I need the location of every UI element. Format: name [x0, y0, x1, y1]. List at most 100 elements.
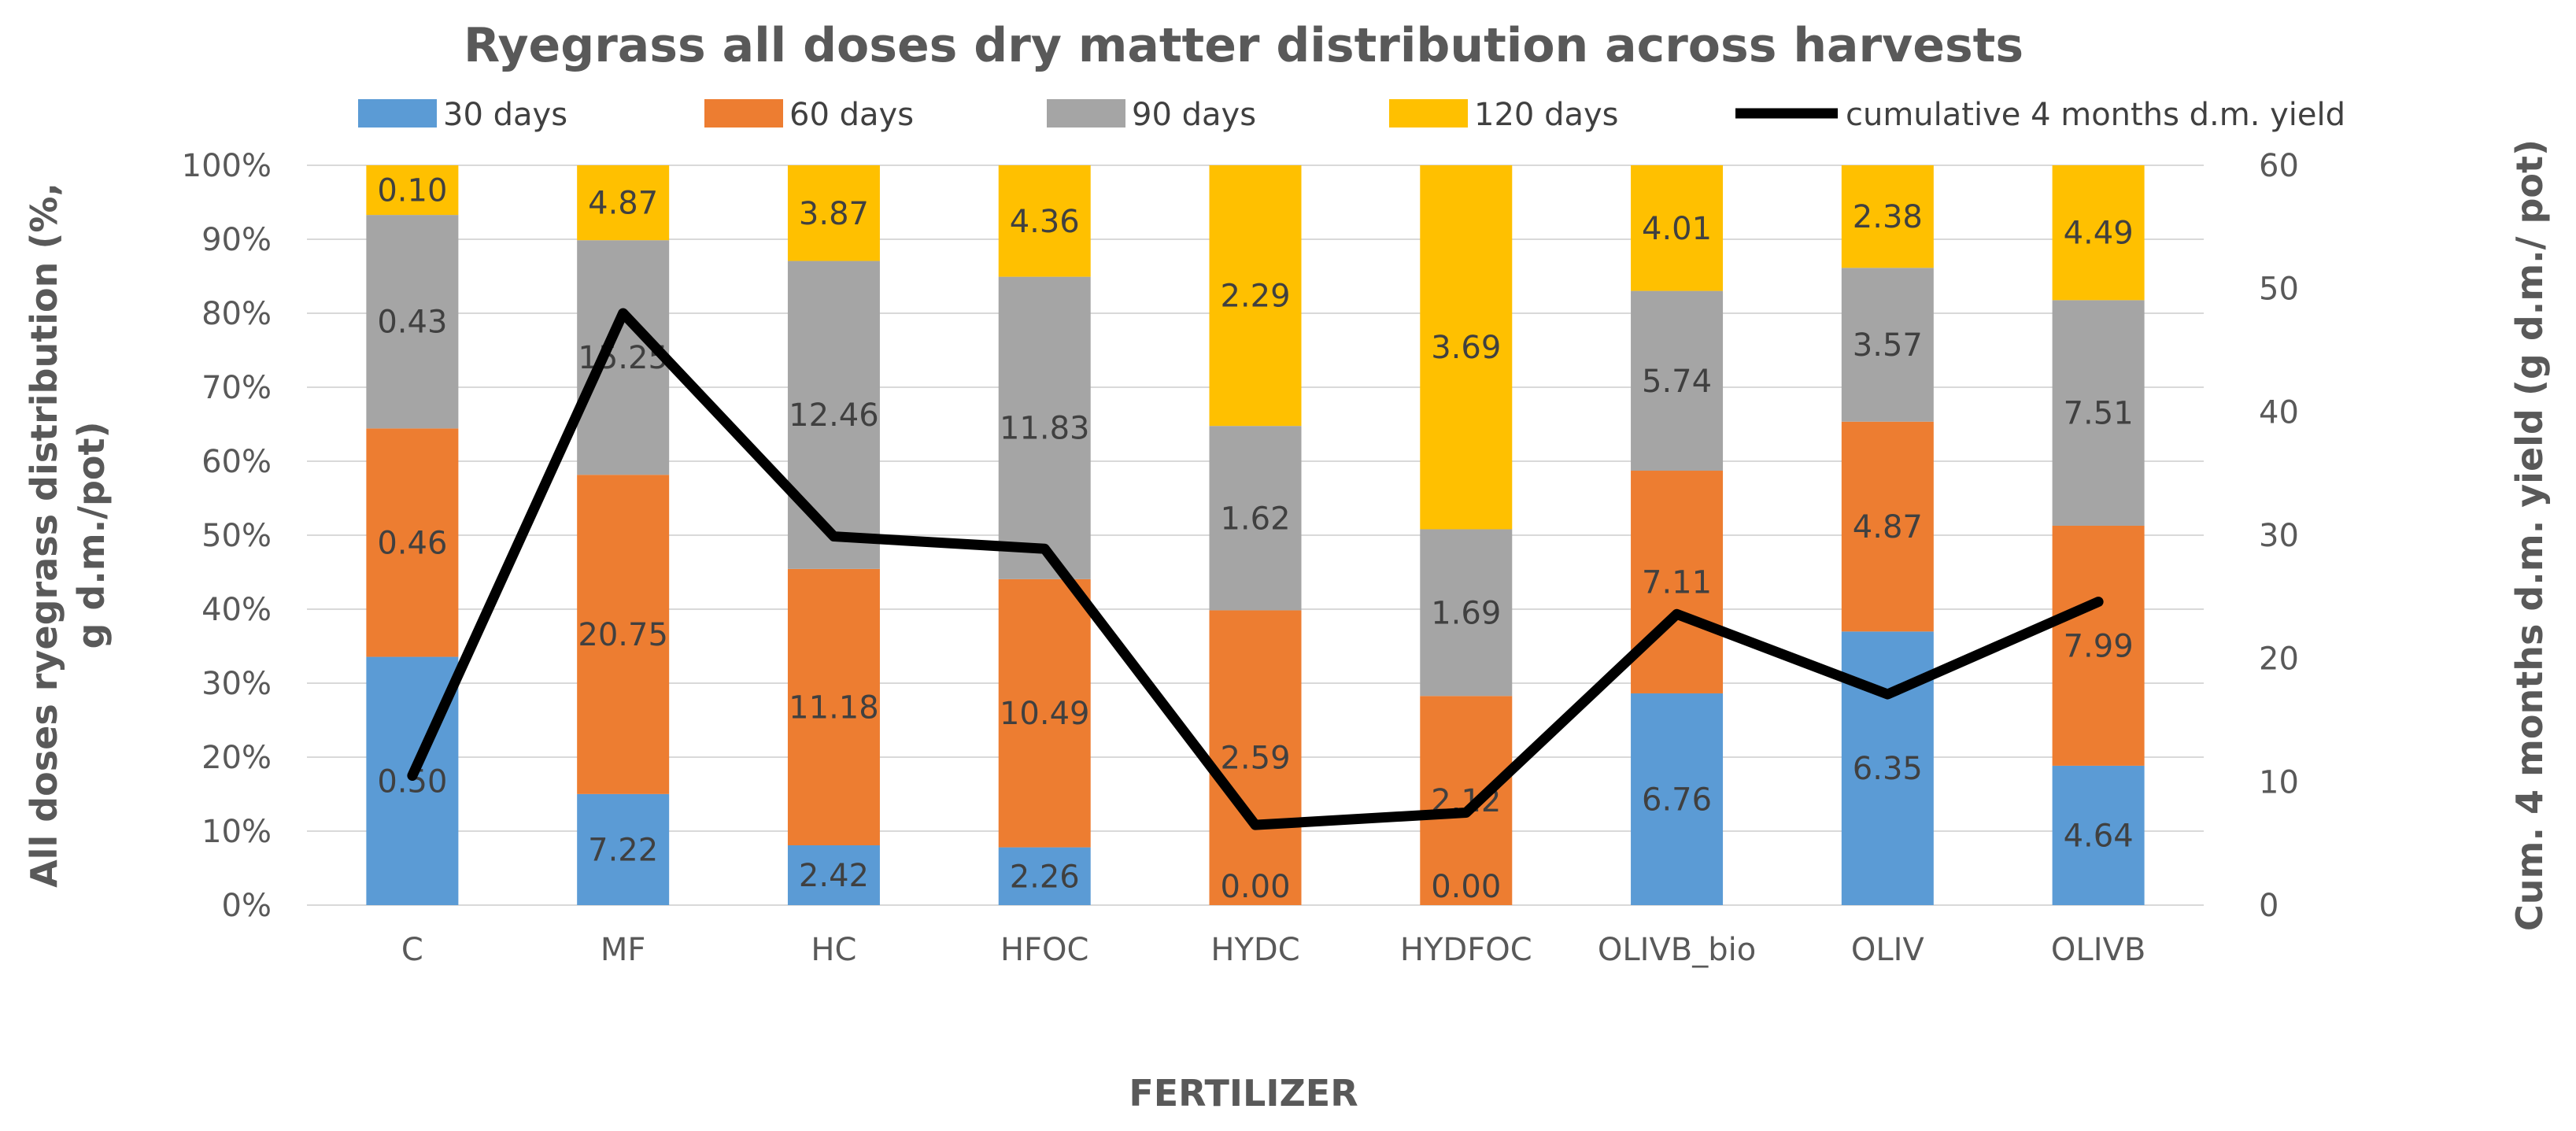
data-label: 3.69 [1431, 330, 1501, 366]
bar-segment-90-days-C [366, 215, 459, 429]
y2-tick-label: 20 [2259, 641, 2299, 678]
bar-segment-90-days-HFOC [998, 276, 1091, 579]
bar-segment-30-days-MF [577, 793, 670, 905]
bar-segment-120-days-HFOC [998, 165, 1091, 277]
y-tick-label: 50% [201, 518, 272, 554]
legend-label: 60 days [789, 97, 914, 133]
bar-segment-60-days-C [366, 428, 459, 657]
data-label: 2.38 [1853, 199, 1923, 235]
legend-swatch [1389, 99, 1468, 128]
data-label: 1.62 [1220, 501, 1290, 537]
data-label: 12.46 [789, 397, 879, 434]
x-tick-label: OLIVB_bio [1598, 932, 1756, 968]
data-label: 7.22 [588, 832, 658, 868]
y-tick-label: 10% [201, 814, 272, 850]
y-tick-label: 70% [201, 370, 272, 406]
y-tick-label: 40% [201, 592, 272, 628]
data-label: 2.42 [799, 858, 869, 894]
data-label: 4.49 [2064, 216, 2134, 252]
x-tick-label: HC [811, 932, 856, 968]
y2-tick-label: 50 [2259, 272, 2299, 308]
bar-segment-120-days-C [366, 165, 459, 216]
y2-axis-title: Cum. 4 months d.m. yield (g d.m./ pot) [2508, 139, 2551, 931]
data-label: 4.01 [1642, 211, 1712, 247]
data-label: 2.59 [1220, 741, 1290, 777]
y2-tick-label: 60 [2259, 148, 2299, 184]
bar-segment-120-days-OLIVB_bio [1631, 165, 1724, 291]
bar-segment-60-days-OLIV [1841, 421, 1934, 632]
bar-segment-60-days-MF [577, 475, 670, 794]
bar-segment-90-days-HYDC [1209, 426, 1302, 611]
y-axis-title-line1: All doses ryegrass distribution (%, [23, 183, 65, 888]
data-label: 0.43 [377, 305, 447, 341]
y-tick-label: 0% [222, 888, 272, 924]
bar-segment-90-days-OLIVB_bio [1631, 290, 1724, 471]
data-label: 20.75 [578, 617, 668, 653]
x-tick-label: OLIVB [2051, 932, 2145, 968]
data-label: 0.10 [377, 173, 447, 209]
data-label: 11.18 [789, 689, 879, 726]
legend-swatch [358, 99, 437, 128]
data-label: 7.51 [2064, 396, 2134, 432]
y2-tick-label: 30 [2259, 518, 2299, 554]
bar-segment-60-days-HYDC [1209, 610, 1302, 905]
bar-segment-120-days-HYDC [1209, 165, 1302, 427]
data-label: 0.00 [1431, 869, 1501, 905]
data-label: 11.83 [1000, 411, 1090, 447]
data-label: 4.87 [1853, 509, 1923, 545]
bar-segment-60-days-HYDFOC [1420, 696, 1513, 905]
bar-segment-60-days-HC [787, 568, 880, 845]
y-axis-ticks: 0% 10% 20% 30% 40% 50% 60% 70% 80% 90% 100% [182, 148, 272, 924]
bar-segment-90-days-HC [787, 261, 880, 569]
x-axis-ticks: C MF HC HFOC HYDC HYDFOC OLIVB_bio OLIV OLIVB [401, 932, 2145, 968]
x-tick-label: HYDFOC [1400, 932, 1532, 968]
data-label: 2.29 [1220, 279, 1290, 315]
chart-title: Ryegrass all doses dry matter distributi… [464, 18, 2023, 73]
bar-segment-30-days-OLIVB_bio [1631, 693, 1724, 905]
x-tick-label: MF [601, 932, 646, 968]
data-label: 4.87 [588, 186, 658, 222]
data-label: 2.26 [1010, 859, 1080, 895]
cumulative-yield-line [407, 308, 2104, 830]
y2-tick-label: 40 [2259, 394, 2299, 431]
data-label: 3.57 [1853, 327, 1923, 364]
bar-segment-120-days-OLIV [1841, 165, 1934, 268]
bar-segment-120-days-OLIVB [2052, 165, 2145, 301]
y-tick-label: 30% [201, 666, 272, 702]
legend-label: cumulative 4 months d.m. yield [1846, 97, 2345, 133]
bar-segment-30-days-HC [787, 845, 880, 905]
legend: 30 days 60 days 90 days 120 days cumulative … [358, 97, 2345, 133]
data-label: 1.69 [1431, 595, 1501, 631]
bar-segment-30-days-HFOC [998, 847, 1091, 905]
bar-segment-60-days-OLIVB [2052, 525, 2145, 766]
legend-label: 120 days [1474, 97, 1618, 133]
bar-segment-90-days-MF [577, 240, 670, 475]
legend-swatch [1047, 99, 1125, 128]
cumulative-line-layer [407, 308, 2104, 830]
bar-segment-120-days-HC [787, 165, 880, 261]
bar-segment-90-days-OLIVB [2052, 300, 2145, 526]
legend-swatch [704, 99, 783, 128]
x-tick-label: C [401, 932, 423, 968]
data-label: 7.11 [1642, 564, 1712, 601]
y-tick-label: 20% [201, 740, 272, 776]
y-tick-label: 60% [201, 444, 272, 480]
y2-axis-ticks: 0 10 20 30 40 50 60 [2259, 148, 2299, 924]
bar-segment-120-days-MF [577, 165, 670, 241]
data-label: 5.74 [1642, 364, 1712, 400]
bar-segment-120-days-HYDFOC [1420, 165, 1513, 530]
bar-segment-60-days-HFOC [998, 578, 1091, 848]
bar-segment-90-days-HYDFOC [1420, 529, 1513, 697]
data-label: 4.36 [1010, 204, 1080, 240]
y-tick-label: 80% [201, 296, 272, 332]
legend-label: 30 days [443, 97, 567, 133]
bar-segment-60-days-OLIVB_bio [1631, 471, 1724, 693]
x-axis-title: FERTILIZER [1129, 1072, 1358, 1114]
y-tick-label: 90% [201, 222, 272, 258]
data-label: 7.99 [2064, 628, 2134, 664]
x-tick-label: HYDC [1210, 932, 1299, 968]
legend-label: 90 days [1132, 97, 1256, 133]
data-label: 6.35 [1853, 751, 1923, 787]
data-label: 6.76 [1642, 782, 1712, 818]
